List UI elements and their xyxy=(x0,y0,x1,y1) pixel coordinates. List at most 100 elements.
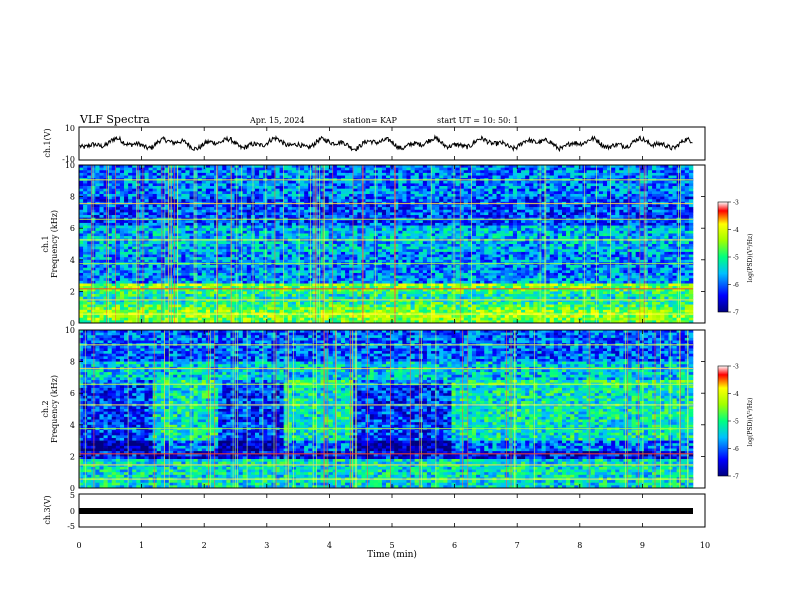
spectrogram-cell xyxy=(439,172,444,176)
spectrogram-cell xyxy=(476,207,481,211)
spectrogram-cell xyxy=(222,246,227,250)
spectrogram-cell xyxy=(488,246,493,250)
spectrogram-cell xyxy=(557,175,563,179)
spectrogram-cell xyxy=(586,230,591,234)
spectrogram-cell xyxy=(336,172,342,176)
spectrogram-cell xyxy=(332,165,338,168)
spectrogram-cell xyxy=(435,220,440,224)
spectrogram-cell xyxy=(160,249,166,253)
spectrogram-cell xyxy=(398,228,403,232)
spectrogram-cell xyxy=(553,167,559,171)
spectrogram-cell xyxy=(124,172,129,176)
spectrogram-cell xyxy=(635,233,641,237)
spectrogram-cell xyxy=(197,233,203,237)
spectrogram-cell xyxy=(255,236,260,240)
spectrogram-cell xyxy=(553,180,559,184)
spectrogram-cell xyxy=(267,228,272,232)
spectrogram-cell xyxy=(422,236,428,240)
spectrogram-cell xyxy=(87,175,92,179)
spectrogram-cell xyxy=(492,193,497,197)
spectrogram-cell xyxy=(484,230,489,234)
spectrogram-cell xyxy=(312,233,317,237)
spectrogram-cell xyxy=(390,222,395,226)
spectrogram-cell xyxy=(381,204,387,208)
spectrogram-cell xyxy=(488,215,493,218)
spectrogram-cell xyxy=(328,199,334,203)
spectrogram-cell xyxy=(345,183,350,187)
spectrogram-cell xyxy=(349,191,354,195)
spectrogram-cell xyxy=(242,244,248,247)
spectrogram-cell xyxy=(611,220,616,224)
spectrogram-cell xyxy=(79,183,84,187)
spectrogram-cell xyxy=(390,215,395,218)
spectrogram-cell xyxy=(652,191,657,195)
spectrogram-cell xyxy=(181,175,186,179)
spectrogram-cell xyxy=(443,180,448,184)
spectrogram-cell xyxy=(652,241,657,245)
spectrogram-cell xyxy=(83,228,88,232)
spectrogram-cell xyxy=(418,207,424,211)
spectrogram-cell xyxy=(304,183,309,187)
spectrogram-cell xyxy=(107,246,113,250)
spectrogram-cell xyxy=(345,241,350,245)
spectrogram-cell xyxy=(553,191,559,195)
spectrogram-cell xyxy=(259,172,264,176)
spectrogram-cell xyxy=(414,220,420,224)
spectrogram-cell xyxy=(103,175,108,179)
spectrogram-cell xyxy=(316,236,321,240)
spectrogram-cell xyxy=(611,186,616,189)
spectrogram-cell xyxy=(664,212,669,216)
spectrogram-cell xyxy=(324,188,329,192)
spectrogram-cell xyxy=(332,225,338,229)
spectrogram-cell xyxy=(144,207,149,211)
spectrogram-cell xyxy=(431,167,436,171)
spectrogram-cell xyxy=(533,199,538,203)
spectrogram-cell xyxy=(390,249,395,253)
spectrogram-cell xyxy=(324,196,329,200)
spectrogram-cell xyxy=(381,236,387,240)
spectrogram-cell xyxy=(631,170,636,174)
spectrogram-cell xyxy=(422,199,428,203)
spectrogram-cell xyxy=(103,183,108,187)
spectrogram-cell xyxy=(226,228,231,232)
spectrogram-cell xyxy=(336,249,342,253)
spectrogram-cell xyxy=(623,207,628,211)
spectrogram-cell xyxy=(652,183,657,187)
spectrogram-cell xyxy=(533,215,538,218)
spectrogram-cell xyxy=(439,186,444,189)
spectrogram-cell xyxy=(525,170,530,174)
spectrogram-cell xyxy=(336,244,342,247)
spectrogram-cell xyxy=(488,241,493,245)
spectrogram-cell xyxy=(562,191,567,195)
spectrogram-cell xyxy=(426,241,432,245)
spectrogram-cell xyxy=(242,191,248,195)
spectrogram-cell xyxy=(414,222,420,226)
spectrogram-cell xyxy=(238,228,244,232)
spectrogram-cell xyxy=(496,193,501,197)
spectrogram-cell xyxy=(500,167,505,171)
spectrogram-cell xyxy=(570,183,575,187)
spectrogram-cell xyxy=(533,220,538,224)
spectrogram-cell xyxy=(103,196,108,200)
spectrogram-cell xyxy=(185,193,190,197)
spectrogram-cell xyxy=(431,175,436,179)
spectrogram-cell xyxy=(226,172,231,176)
spectrogram-cell xyxy=(557,170,563,174)
spectrogram-cell xyxy=(647,165,653,168)
spectrogram-cell xyxy=(647,215,653,218)
spectrogram-cell xyxy=(332,186,338,189)
spectrogram-cell xyxy=(177,228,182,232)
spectrogram-cell xyxy=(291,191,297,195)
spectrogram-cell xyxy=(664,220,669,224)
spectrogram-cell xyxy=(128,230,133,234)
spectrogram-cell xyxy=(615,188,620,192)
spectrogram-cell xyxy=(267,222,272,226)
spectrogram-cell xyxy=(230,175,235,179)
spectrogram-cell xyxy=(598,230,604,234)
spectrogram-cell xyxy=(275,222,280,226)
spectrogram-cell xyxy=(545,215,551,218)
spectrogram-cell xyxy=(619,209,624,213)
spectrogram-cell xyxy=(484,170,489,174)
spectrogram-cell xyxy=(406,165,411,168)
spectrogram-cell xyxy=(656,207,661,211)
